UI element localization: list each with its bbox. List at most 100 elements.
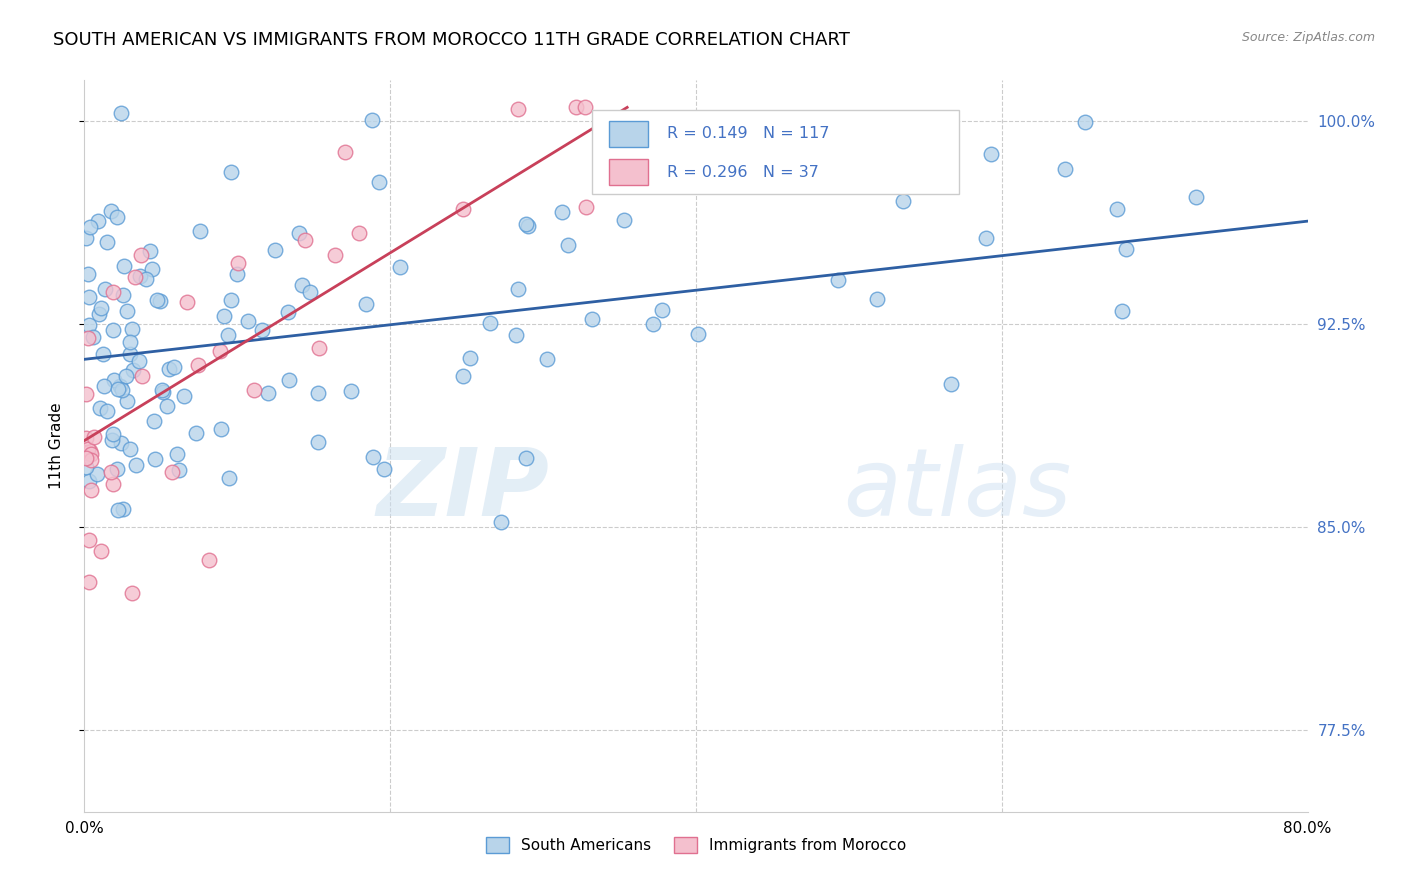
Point bbox=[166, 447, 188, 461]
Point bbox=[865, 292, 887, 306]
Point bbox=[212, 309, 235, 323]
Point bbox=[891, 194, 914, 209]
Point bbox=[1053, 162, 1076, 177]
Point bbox=[356, 297, 378, 311]
Point bbox=[156, 400, 179, 414]
Point bbox=[150, 383, 173, 397]
Point bbox=[361, 450, 384, 465]
Point bbox=[110, 105, 132, 120]
Point bbox=[129, 268, 152, 283]
Point bbox=[80, 483, 103, 498]
Point bbox=[298, 285, 321, 300]
Point bbox=[460, 351, 482, 365]
Point bbox=[939, 377, 962, 392]
Point bbox=[101, 322, 124, 336]
Text: atlas: atlas bbox=[842, 444, 1071, 535]
Point bbox=[451, 202, 474, 217]
Point bbox=[827, 273, 849, 287]
Legend: South Americans, Immigrants from Morocco: South Americans, Immigrants from Morocco bbox=[479, 830, 912, 859]
Point bbox=[125, 458, 148, 473]
Point bbox=[209, 422, 232, 436]
Point bbox=[118, 347, 141, 361]
Point bbox=[176, 295, 198, 310]
Point bbox=[263, 244, 285, 258]
Point bbox=[225, 267, 247, 281]
Point bbox=[1111, 304, 1133, 318]
Point bbox=[75, 451, 97, 466]
Point bbox=[184, 425, 207, 440]
Point bbox=[565, 100, 588, 114]
Point bbox=[142, 414, 165, 428]
Point bbox=[160, 466, 183, 480]
Point bbox=[101, 427, 124, 442]
Point bbox=[107, 503, 129, 517]
Point bbox=[77, 474, 100, 488]
Point bbox=[128, 354, 150, 368]
Point bbox=[87, 307, 110, 321]
Point bbox=[100, 203, 122, 218]
Point bbox=[976, 230, 998, 244]
Point bbox=[83, 430, 105, 444]
Point bbox=[278, 373, 301, 387]
Point bbox=[208, 344, 231, 359]
Point bbox=[124, 270, 146, 285]
Point bbox=[613, 212, 636, 227]
Point bbox=[90, 301, 112, 315]
Point bbox=[651, 302, 673, 317]
Point bbox=[77, 533, 100, 548]
Point bbox=[574, 100, 596, 114]
Point bbox=[110, 435, 132, 450]
Point bbox=[506, 102, 529, 116]
FancyBboxPatch shape bbox=[609, 160, 648, 186]
Point bbox=[307, 385, 329, 400]
Point bbox=[291, 278, 314, 293]
Point bbox=[77, 331, 100, 345]
Point bbox=[111, 384, 134, 398]
Point bbox=[93, 347, 115, 361]
Point bbox=[131, 369, 153, 384]
Point bbox=[118, 442, 141, 457]
Point bbox=[551, 204, 574, 219]
Point bbox=[79, 443, 101, 458]
Point bbox=[287, 226, 309, 240]
Point bbox=[1115, 242, 1137, 256]
Point bbox=[536, 352, 558, 367]
Point bbox=[141, 261, 163, 276]
FancyBboxPatch shape bbox=[592, 110, 959, 194]
Text: R = 0.296   N = 37: R = 0.296 N = 37 bbox=[666, 165, 818, 180]
Point bbox=[250, 323, 273, 337]
Point bbox=[451, 369, 474, 384]
Point bbox=[101, 433, 124, 447]
Point bbox=[79, 447, 101, 461]
Point bbox=[686, 327, 709, 342]
Point bbox=[77, 442, 100, 457]
Point bbox=[581, 311, 603, 326]
Text: Source: ZipAtlas.com: Source: ZipAtlas.com bbox=[1241, 31, 1375, 45]
Point bbox=[1073, 115, 1095, 129]
Point bbox=[506, 282, 529, 296]
Point bbox=[112, 287, 135, 301]
Point bbox=[243, 383, 266, 397]
Point bbox=[75, 460, 97, 475]
Point bbox=[307, 434, 329, 449]
Point bbox=[143, 452, 166, 467]
Point bbox=[82, 330, 104, 344]
Point bbox=[107, 382, 129, 396]
Point bbox=[169, 463, 191, 477]
Point bbox=[217, 328, 239, 343]
Point bbox=[94, 282, 117, 296]
Point bbox=[103, 373, 125, 387]
Point bbox=[139, 244, 162, 258]
Point bbox=[980, 146, 1002, 161]
Point bbox=[121, 586, 143, 600]
Point bbox=[101, 476, 124, 491]
Point bbox=[77, 575, 100, 590]
Point bbox=[93, 379, 115, 393]
Point bbox=[77, 318, 100, 332]
Point bbox=[103, 285, 125, 299]
Point bbox=[77, 289, 100, 303]
Point bbox=[557, 237, 579, 252]
Point bbox=[115, 304, 138, 318]
Text: R = 0.149   N = 117: R = 0.149 N = 117 bbox=[666, 126, 830, 141]
Point bbox=[368, 176, 391, 190]
